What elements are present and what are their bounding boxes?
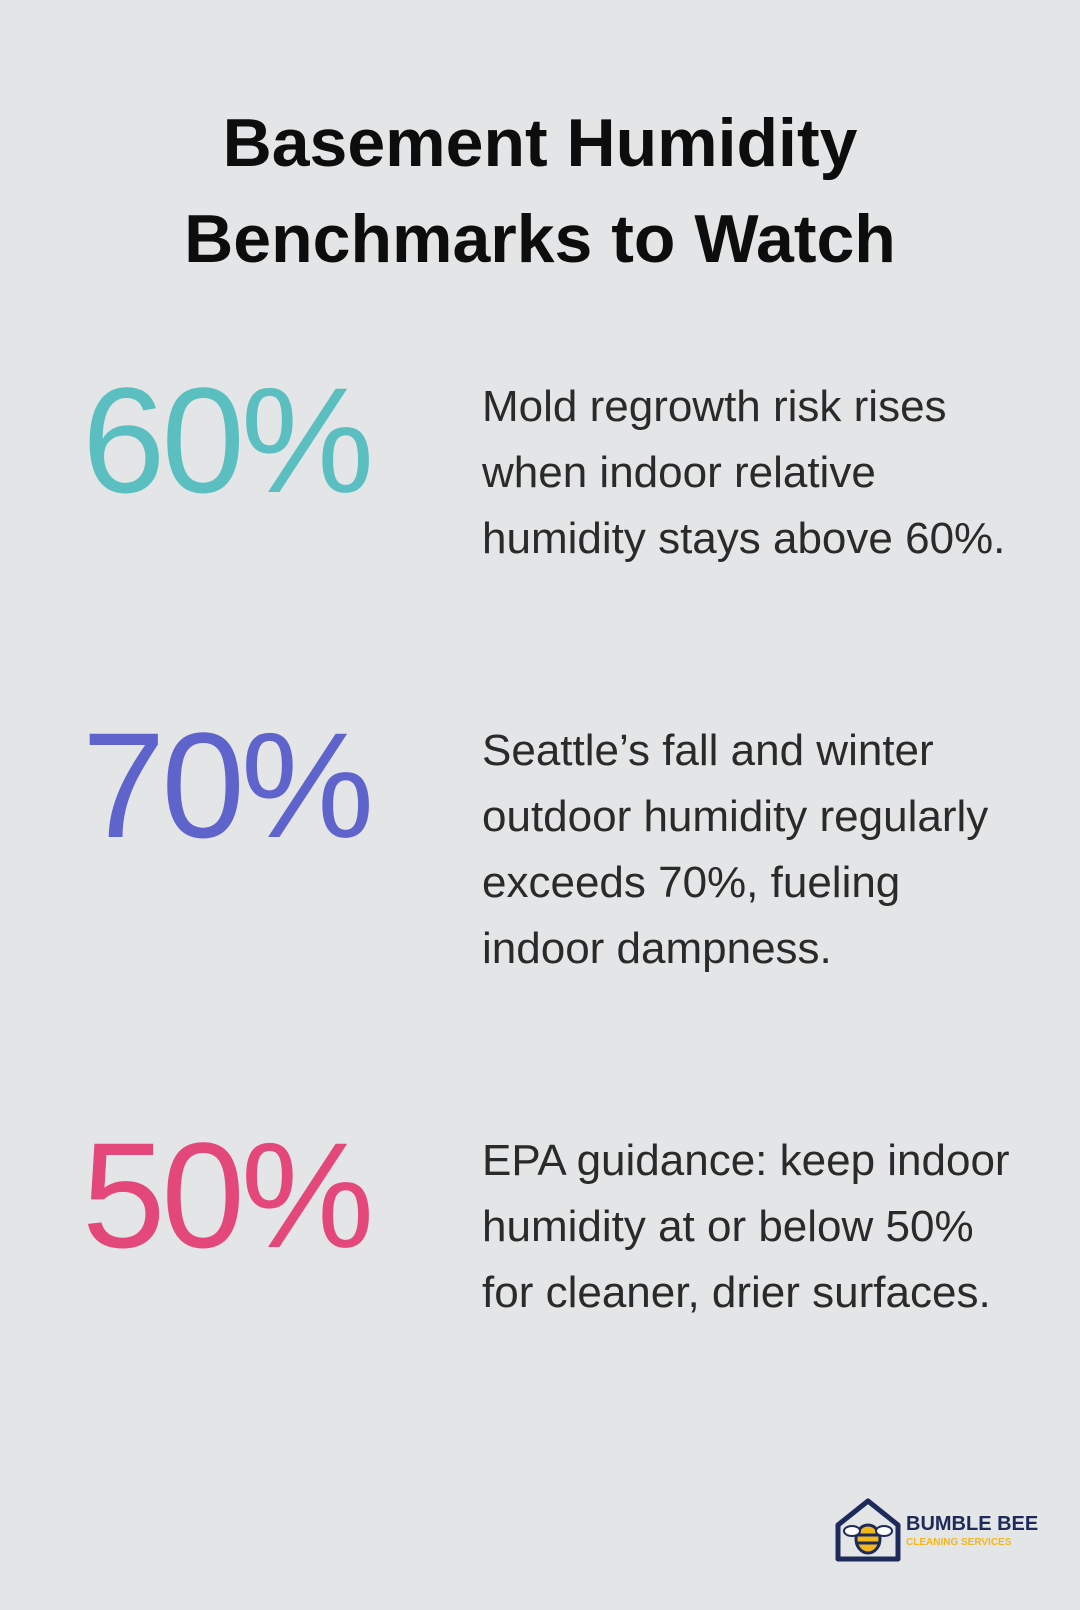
logo-name: BUMBLE BEE — [906, 1513, 1039, 1535]
logo-icon — [835, 1498, 901, 1562]
description: Mold regrowth risk rises when indoor rel… — [482, 382, 1006, 563]
stat: 70% — [82, 701, 374, 869]
stat: 60% — [82, 356, 374, 524]
logo: BUMBLE BEE CLEANING SERVICES — [832, 1495, 1052, 1565]
description: EPA guidance: keep indoor humidity at or… — [482, 1136, 1010, 1317]
description: Seattle’s fall and winter outdoor humidi… — [482, 726, 989, 973]
title: Basement Humidity Benchmarks to Watch — [184, 105, 896, 277]
logo-tagline: CLEANING SERVICES — [906, 1537, 1012, 1548]
stat: 50% — [82, 1111, 374, 1279]
